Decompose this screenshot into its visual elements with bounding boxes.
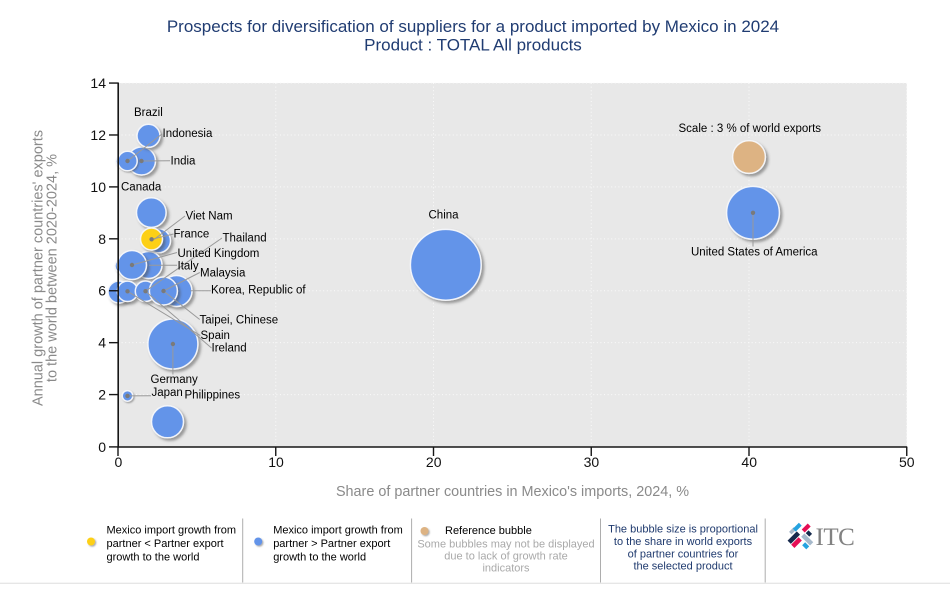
- svg-text:Germany: Germany: [151, 374, 199, 386]
- svg-text:United Kingdom: United Kingdom: [178, 248, 260, 260]
- svg-text:Canada: Canada: [121, 182, 162, 194]
- svg-text:14: 14: [90, 75, 106, 91]
- svg-text:indicators: indicators: [482, 563, 530, 575]
- svg-text:Some bubbles may not be displa: Some bubbles may not be displayed: [417, 539, 594, 551]
- svg-text:ITC: ITC: [816, 524, 855, 551]
- svg-text:France: France: [174, 229, 210, 241]
- svg-text:of partner countries for: of partner countries for: [628, 548, 739, 560]
- svg-text:Mexico import growth from: Mexico import growth from: [273, 525, 403, 537]
- svg-text:Italy: Italy: [178, 261, 199, 273]
- svg-text:Spain: Spain: [201, 330, 230, 342]
- svg-text:8: 8: [98, 231, 106, 247]
- svg-text:10: 10: [268, 454, 284, 470]
- svg-text:Reference bubble: Reference bubble: [445, 525, 532, 537]
- svg-text:United States of America: United States of America: [691, 247, 818, 259]
- svg-text:20: 20: [426, 454, 442, 470]
- svg-text:to the world between 2020-2024: to the world between 2020-2024, %: [45, 154, 61, 382]
- svg-text:partner > Partner export: partner > Partner export: [273, 538, 390, 550]
- svg-text:10: 10: [90, 179, 106, 195]
- svg-text:China: China: [429, 210, 460, 222]
- svg-text:growth to the world: growth to the world: [273, 552, 366, 564]
- svg-text:to the share in world exports: to the share in world exports: [614, 536, 753, 548]
- svg-text:the selected product: the selected product: [633, 560, 732, 572]
- svg-text:12: 12: [90, 127, 106, 143]
- svg-text:40: 40: [741, 454, 757, 470]
- svg-text:Annual growth of partner count: Annual growth of partner countries' expo…: [31, 130, 47, 406]
- svg-text:2: 2: [98, 387, 106, 403]
- svg-text:0: 0: [115, 454, 123, 470]
- svg-text:Indonesia: Indonesia: [163, 128, 213, 140]
- svg-text:Philippines: Philippines: [185, 390, 241, 402]
- svg-text:due to lack of growth rate: due to lack of growth rate: [444, 551, 568, 563]
- svg-text:Viet Nam: Viet Nam: [186, 211, 233, 223]
- svg-text:6: 6: [98, 283, 106, 299]
- svg-text:The bubble size is proportiona: The bubble size is proportional: [608, 524, 758, 536]
- svg-text:Share of partner countries in: Share of partner countries in Mexico's i…: [336, 484, 689, 500]
- svg-text:Ireland: Ireland: [212, 343, 247, 355]
- svg-text:30: 30: [584, 454, 600, 470]
- svg-text:Taipei, Chinese: Taipei, Chinese: [200, 315, 279, 327]
- svg-text:Product : TOTAL All products: Product : TOTAL All products: [364, 36, 582, 55]
- svg-text:partner < Partner export: partner < Partner export: [107, 538, 224, 550]
- svg-text:India: India: [171, 156, 197, 168]
- svg-text:Scale : 3 % of world exports: Scale : 3 % of world exports: [679, 123, 822, 135]
- svg-text:Brazil: Brazil: [134, 107, 163, 119]
- svg-text:0: 0: [98, 439, 106, 455]
- svg-text:50: 50: [899, 454, 915, 470]
- svg-text:Mexico import growth from: Mexico import growth from: [107, 525, 237, 537]
- svg-text:Thailand: Thailand: [223, 233, 267, 245]
- svg-text:Malaysia: Malaysia: [200, 268, 246, 280]
- svg-text:Prospects for diversification: Prospects for diversification of supplie…: [167, 17, 779, 36]
- svg-text:4: 4: [98, 335, 106, 351]
- svg-text:Korea, Republic of: Korea, Republic of: [211, 285, 306, 297]
- svg-text:Japan: Japan: [152, 387, 183, 399]
- svg-text:growth to the world: growth to the world: [107, 552, 200, 564]
